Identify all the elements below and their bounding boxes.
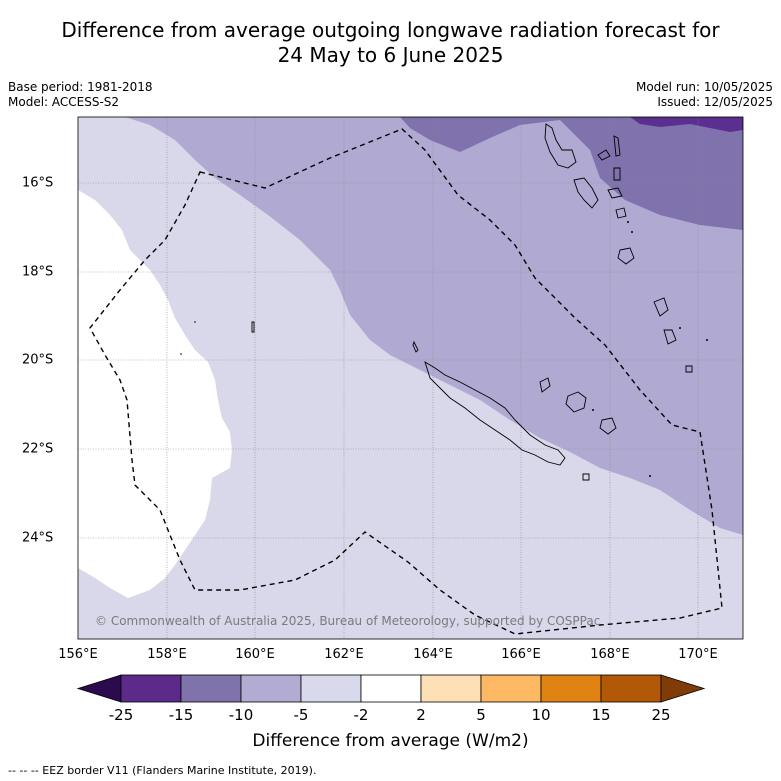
colorbar-extend-low [76,674,122,703]
base-period: Base period: 1981-2018 [8,80,153,94]
colorbar-tick-label: 5 [476,706,486,724]
lat-label: 18°S [22,264,54,280]
tanna-island [663,329,677,345]
lon-label: 156°E [58,647,98,662]
lat-label: 24°S [22,530,54,546]
lon-label: 168°E [590,647,630,662]
lat-label: 20°S [22,352,54,368]
islet-4 [631,231,633,233]
eez-border [89,128,723,635]
chesterfield-islets [251,321,255,333]
lon-label: 160°E [235,647,275,662]
colorbar-title: Difference from average (W/m2) [252,731,529,751]
band-dark [400,117,743,230]
eez-footnote: -- -- -- EEZ border V11 (Flanders Marine… [8,764,317,777]
colorbar-tick-label: 2 [416,706,426,724]
malakula-island [573,177,599,209]
vanuatu-island-4 [613,167,621,181]
islet-2 [180,353,182,355]
lon-label: 162°E [324,647,364,662]
colorbar-tick-label: 25 [651,706,671,724]
issued-date: Issued: 12/05/2025 [657,95,773,109]
colorbar-segment [360,674,422,703]
colorbar-segment [300,674,362,703]
aneityum-island [685,365,693,373]
isle-of-pines [582,473,590,481]
band-neutral-west [78,190,232,598]
vanuatu-island-3 [607,187,623,199]
colorbar-segment [120,674,182,703]
chart-title: Difference from average outgoing longwav… [0,18,781,68]
lat-label: 16°S [22,175,54,191]
erromango-island [653,297,669,317]
new-caledonia-island [424,361,566,466]
colorbar-segment [540,674,602,703]
ouvea-island [539,377,551,393]
band-darkest [630,117,743,132]
map-frame [77,116,744,640]
copyright-notice: © Commonwealth of Australia 2025, Bureau… [95,614,601,628]
colorbar-tick-label: 10 [531,706,551,724]
islet-7 [649,475,651,477]
model-run: Model run: 10/05/2025 [635,80,773,94]
vanuatu-island-1 [597,149,611,161]
colorbar-tick-label: -2 [353,706,369,724]
colorbar-segment [480,674,542,703]
islet-3 [627,221,629,223]
band-medium [125,117,743,535]
colorbar-extend-high [660,674,706,703]
meta-left: Base period: 1981-2018 Model: ACCESS-S2 [8,80,153,110]
title-line-2: 24 May to 6 June 2025 [277,43,504,67]
colorbar-tick-label: -5 [293,706,309,724]
lon-label: 158°E [147,647,187,662]
meta-right: Model run: 10/05/2025 Issued: 12/05/2025 [636,80,773,110]
vanuatu-island-2 [613,135,621,157]
belep-islands [412,340,419,353]
islet-6 [706,339,708,341]
colorbar-segment [420,674,482,703]
colorbar-tick-label: -10 [228,706,254,724]
colorbar-segment [240,674,302,703]
efate-island [617,247,635,265]
lon-label: 164°E [413,647,453,662]
colorbar-tick-label: -25 [108,706,134,724]
title-line-1: Difference from average outgoing longwav… [61,18,720,42]
colorbar-tick-label: -15 [168,706,194,724]
mare-island [599,417,617,435]
colorbar-segment [600,674,662,703]
islet-8 [592,409,594,411]
espiritu-santo-island [544,123,577,169]
islet-5 [679,327,681,329]
lon-label: 166°E [501,647,541,662]
lifou-island [565,391,587,413]
colorbar-segment [180,674,242,703]
lon-label: 170°E [678,647,718,662]
lat-label: 22°S [22,441,54,457]
islet-1 [194,321,196,323]
vanuatu-island-5 [615,207,627,219]
model-name: Model: ACCESS-S2 [8,95,120,109]
colorbar-tick-label: 15 [591,706,611,724]
